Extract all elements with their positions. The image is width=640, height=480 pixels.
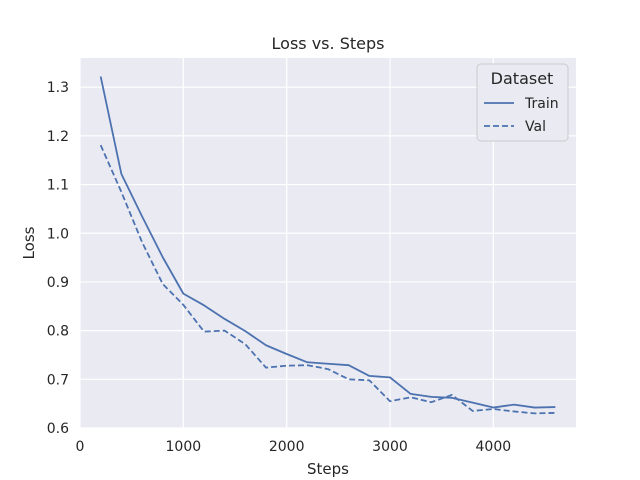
chart-title: Loss vs. Steps	[272, 34, 385, 53]
legend-box	[476, 63, 569, 142]
legend-val-label: Val	[525, 119, 546, 135]
series-line-val	[99, 144, 556, 415]
x-tick-label: 3000	[372, 439, 408, 455]
legend-title: Dataset	[491, 69, 554, 88]
x-tick-label: 1000	[166, 439, 202, 455]
legend: Dataset Train Val	[476, 63, 569, 142]
x-tick-label: 2000	[269, 439, 305, 455]
x-tick-label: 4000	[476, 439, 512, 455]
legend-train-label: Train	[524, 96, 559, 112]
series-line-train	[99, 76, 556, 409]
y-tick-label: 1.0	[47, 226, 69, 242]
y-tick-label: 1.2	[47, 129, 69, 145]
y-tick-label: 0.8	[47, 324, 69, 340]
y-tick-label: 1.1	[47, 178, 69, 194]
tick-labels: 0 1000 2000 3000 4000 0.6 0.7 0.8 0.9 1.0 1.1 1.2 1.…	[47, 80, 511, 455]
y-axis-label: Loss	[20, 226, 38, 259]
x-axis-label: Steps	[307, 460, 349, 478]
x-tick-label: 0	[76, 439, 85, 455]
series-lines	[99, 76, 556, 415]
y-tick-label: 0.6	[47, 421, 69, 437]
y-tick-label: 1.3	[47, 80, 69, 96]
y-tick-label: 0.7	[47, 372, 69, 388]
grid	[79, 58, 576, 429]
y-tick-label: 0.9	[47, 275, 69, 291]
